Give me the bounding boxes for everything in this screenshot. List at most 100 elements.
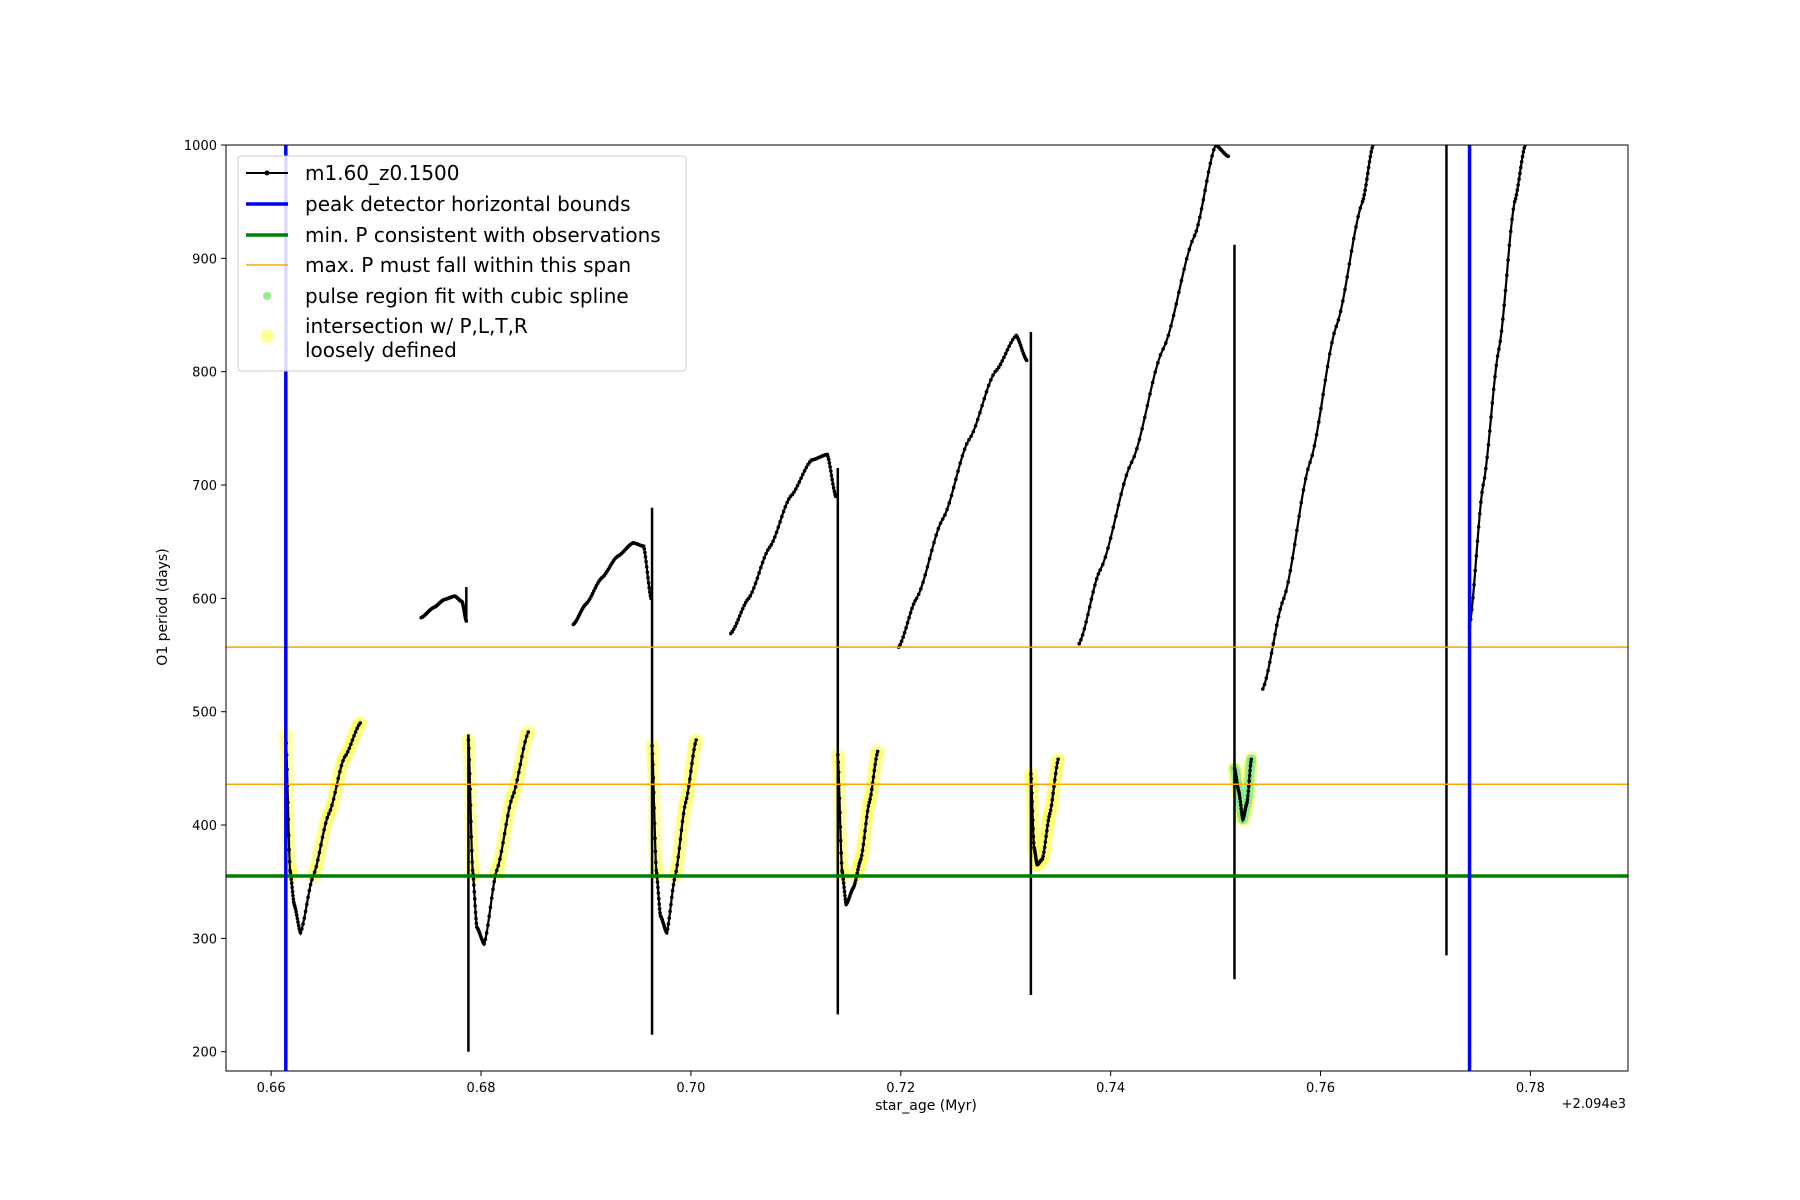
series-point <box>295 916 300 921</box>
series-point <box>861 842 866 847</box>
series-point <box>473 903 477 908</box>
series-point <box>592 589 596 593</box>
series-point <box>1517 177 1521 182</box>
series-point <box>1119 492 1123 497</box>
series-point <box>303 909 308 914</box>
series-point <box>472 896 477 901</box>
series-point <box>1226 154 1230 159</box>
series-point <box>938 521 943 525</box>
series-point <box>469 819 473 824</box>
series-point <box>289 881 294 885</box>
series-point <box>1086 612 1090 617</box>
series-point <box>653 836 657 841</box>
series-point <box>473 910 478 915</box>
series-point <box>287 847 291 852</box>
series-point <box>853 881 857 885</box>
series-point <box>1349 249 1354 253</box>
series-point <box>482 942 486 946</box>
series-point <box>1030 818 1035 822</box>
series-point <box>302 916 307 920</box>
x-tick-label: 0.68 <box>467 1081 496 1096</box>
series-point <box>1030 791 1034 795</box>
series-point <box>499 849 504 854</box>
series-point <box>806 462 810 467</box>
series-point <box>1281 596 1286 601</box>
series-point <box>1192 233 1197 238</box>
series-point <box>671 882 676 887</box>
series-point <box>1111 525 1116 530</box>
series-point <box>483 937 488 942</box>
series-point <box>1521 150 1526 154</box>
series-point <box>964 441 969 446</box>
y-tick-label: 1000 <box>184 139 217 154</box>
series-point <box>287 859 292 864</box>
series-point <box>694 738 698 742</box>
series-point <box>1475 539 1480 543</box>
series-point <box>688 777 692 781</box>
series-point <box>921 580 925 585</box>
series-point <box>1094 577 1099 581</box>
y-tick-label: 300 <box>192 932 217 947</box>
series-point <box>1290 556 1295 560</box>
series-point <box>1135 446 1139 451</box>
series-point <box>838 810 842 815</box>
series-point <box>1089 597 1094 602</box>
plot-content <box>226 145 1628 1071</box>
series-point <box>338 769 342 774</box>
series-point <box>996 365 1001 370</box>
series-point <box>802 469 807 473</box>
series-point <box>797 480 802 484</box>
series-point <box>1519 159 1524 164</box>
series-point <box>949 493 954 498</box>
series-point <box>840 870 845 875</box>
series-point <box>773 535 777 539</box>
series-point <box>927 556 932 561</box>
series-point <box>801 472 805 477</box>
series-point <box>1314 432 1319 437</box>
series-point <box>1148 392 1152 396</box>
series-point <box>355 726 359 731</box>
series-point <box>1334 324 1339 329</box>
y-tick-label: 900 <box>192 252 217 267</box>
series-point <box>1249 757 1254 762</box>
series-point <box>1041 854 1045 858</box>
series-point <box>991 373 995 377</box>
series-point <box>760 560 765 565</box>
legend-swatch-dot <box>260 329 274 343</box>
series-point <box>742 603 746 608</box>
x-tick-label: 0.76 <box>1306 1081 1335 1096</box>
series-point <box>1116 503 1121 507</box>
series-point <box>1145 403 1150 408</box>
series-point <box>746 596 751 601</box>
series-point <box>1108 536 1113 540</box>
series-point <box>524 734 529 739</box>
series-point <box>828 465 832 469</box>
series-point <box>668 909 672 914</box>
series-point <box>1368 154 1373 159</box>
series-point <box>827 461 832 465</box>
series-point <box>657 907 662 911</box>
series-point <box>1045 828 1049 833</box>
series-point <box>339 763 344 768</box>
series-point <box>1288 568 1293 573</box>
series-point <box>1054 765 1059 770</box>
series-point <box>1297 514 1301 519</box>
series-point <box>1366 165 1371 170</box>
y-tick-label: 200 <box>192 1046 217 1061</box>
series-point <box>1198 215 1202 220</box>
series-point <box>1238 796 1242 801</box>
series-point <box>830 477 835 482</box>
series-point <box>656 891 661 895</box>
series-point <box>647 585 651 590</box>
legend-label: min. P consistent with observations <box>305 223 661 247</box>
series-point <box>1024 358 1029 363</box>
series-point <box>1002 355 1006 360</box>
series-point <box>648 593 653 598</box>
series-point <box>860 848 865 853</box>
series-point <box>1312 444 1317 448</box>
series-point <box>641 544 646 549</box>
series-point <box>776 525 781 529</box>
series-point <box>505 813 510 818</box>
series-point <box>1245 800 1249 805</box>
